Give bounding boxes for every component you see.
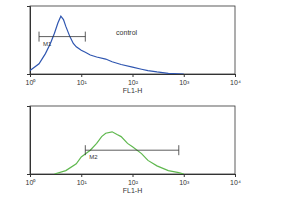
x-tick-label: 10² (128, 179, 139, 186)
x-tick-label: 10³ (179, 179, 190, 186)
gate-label: M1 (43, 41, 52, 47)
x-axis-line (31, 175, 236, 178)
x-tick: 10² (128, 74, 139, 86)
x-tick: 10⁴ (230, 74, 241, 86)
x-tick-label: 10² (128, 79, 139, 86)
x-tick-label: 10¹ (77, 179, 88, 186)
x-tick-label: 10³ (179, 79, 190, 86)
panel: 10⁰ 10¹ 10² 10³ 10⁴ FL1-H M1 control (26, 6, 241, 94)
annotation: control (116, 29, 137, 36)
x-tick: 10³ (179, 174, 190, 186)
gate-label: M2 (89, 154, 98, 160)
x-tick-mark (184, 74, 185, 77)
plot-area (30, 16, 184, 74)
x-tick-mark (133, 74, 134, 77)
panel: 10⁰ 10¹ 10² 10³ 10⁴ FL1-H M2 (26, 106, 241, 194)
x-tick-mark (81, 74, 82, 77)
x-axis: 10⁰ 10¹ 10² 10³ 10⁴ (26, 74, 241, 86)
x-tick: 10³ (179, 74, 190, 86)
x-tick-mark (184, 174, 185, 177)
histogram-line (30, 16, 184, 74)
x-tick-label: 10⁰ (26, 79, 37, 86)
histogram-line (54, 132, 183, 174)
x-tick-label: 10⁰ (26, 179, 37, 186)
x-tick-label: 10⁴ (230, 179, 241, 186)
x-tick-label: 10¹ (77, 79, 88, 86)
x-tick: 10⁴ (230, 174, 241, 186)
x-axis-title: FL1-H (123, 87, 142, 94)
x-tick: 10⁰ (26, 74, 37, 86)
y-axis (27, 7, 31, 75)
x-tick-mark (235, 174, 236, 177)
x-tick: 10² (128, 174, 139, 186)
gate-end (178, 145, 179, 155)
x-tick: 10¹ (77, 74, 88, 86)
gate-line (85, 150, 178, 151)
gate-end (85, 32, 86, 42)
x-axis-title: FL1-H (123, 187, 142, 194)
x-tick-label: 10⁴ (230, 79, 241, 86)
y-axis-line (27, 7, 31, 75)
y-axis (27, 107, 31, 175)
x-axis-line (31, 75, 236, 78)
x-tick-mark (133, 174, 134, 177)
x-axis: 10⁰ 10¹ 10² 10³ 10⁴ (26, 174, 241, 186)
gate-line (39, 36, 85, 37)
gate-end (39, 32, 40, 42)
gate-end (85, 145, 86, 155)
plot-area (54, 132, 183, 174)
x-tick: 10⁰ (26, 174, 37, 186)
x-tick-mark (81, 174, 82, 177)
x-tick: 10¹ (77, 174, 88, 186)
plot-frame (30, 106, 235, 174)
y-axis-line (27, 107, 31, 175)
plot-frame (30, 6, 235, 74)
figure: 10⁰10¹10²10³10⁴FL1-HM1control10⁰10¹10²10… (0, 0, 300, 200)
x-tick-mark (235, 74, 236, 77)
